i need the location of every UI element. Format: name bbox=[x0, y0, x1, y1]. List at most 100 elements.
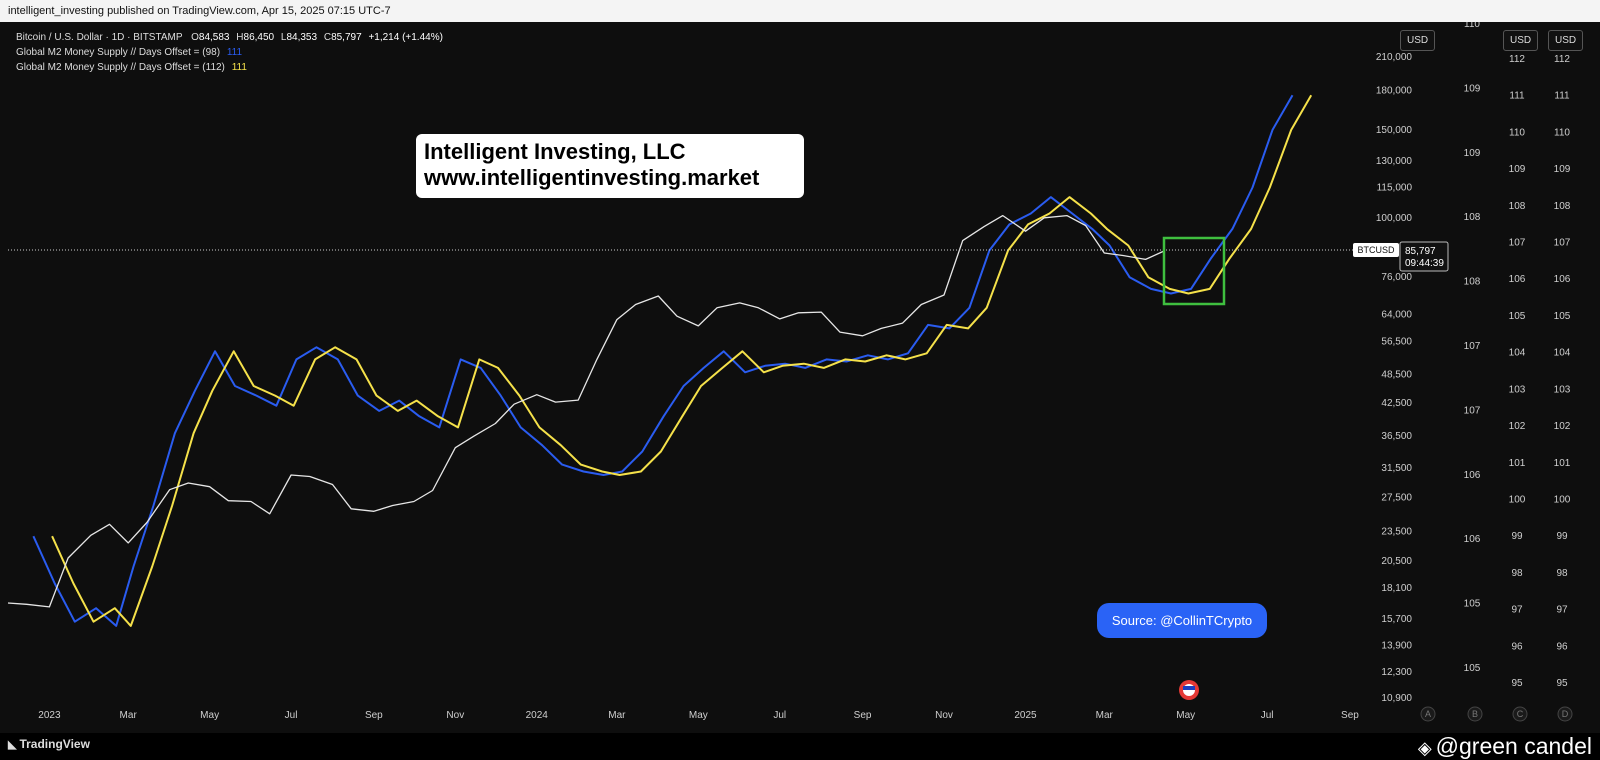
watermark: ◈ @green candel bbox=[1418, 733, 1592, 760]
m2-axis-2[interactable]: 112 111 110 109 108 107 106 105 104 103 102 101 100 9… bbox=[1509, 54, 1526, 689]
scale-letter: A bbox=[1425, 709, 1431, 719]
y-tick-label: 76,000 bbox=[1381, 272, 1412, 283]
brand-url: www.intelligentinvesting.market bbox=[424, 165, 760, 190]
m2-tick-label: 106 bbox=[1509, 274, 1526, 285]
scale-letter: C bbox=[1517, 709, 1524, 719]
usd-button-1[interactable]: USD bbox=[1400, 30, 1436, 51]
scale-letter-badge bbox=[1420, 706, 1436, 722]
x-tick-label: May bbox=[200, 710, 219, 721]
m2-tick-label: 106 bbox=[1464, 470, 1481, 481]
y-tick-label: 130,000 bbox=[1376, 156, 1413, 167]
m2-98-legend-row: Global M2 Money Supply // Days Offset = … bbox=[16, 45, 443, 60]
m2-axis-1[interactable]: 110 109 109 108 108 107 107 106 106 105 105 bbox=[1464, 19, 1481, 674]
price-tag-price: 85,797 bbox=[1405, 246, 1436, 257]
scale-letter-badge bbox=[1512, 706, 1528, 722]
m2-tick-label: 112 bbox=[1554, 54, 1570, 65]
x-tick-label: May bbox=[689, 710, 708, 721]
m2-tick-label: 99 bbox=[1556, 531, 1568, 542]
usd-button-2[interactable]: USD bbox=[1503, 30, 1539, 51]
m2-tick-label: 110 bbox=[1464, 19, 1480, 30]
m2-tick-label: 99 bbox=[1511, 531, 1523, 542]
x-tick-label: Sep bbox=[365, 710, 383, 721]
y-tick-label: 20,500 bbox=[1381, 556, 1412, 567]
m2-tick-label: 108 bbox=[1509, 201, 1526, 212]
usd-button-3[interactable]: USD bbox=[1548, 30, 1584, 51]
m2-tick-label: 109 bbox=[1464, 83, 1481, 94]
brand-name: Intelligent Investing, LLC bbox=[424, 139, 686, 164]
m2-112-value: 111 bbox=[231, 62, 247, 73]
brand-overlay: Intelligent Investing, LLC www.intellige… bbox=[416, 134, 804, 198]
y-tick-label: 36,500 bbox=[1381, 431, 1412, 442]
m2-tick-label: 109 bbox=[1554, 164, 1571, 175]
ohlc-c-value: 85,797 bbox=[331, 32, 362, 43]
y-tick-label: 18,100 bbox=[1381, 583, 1412, 594]
tradingview-logo[interactable]: ◣ TradingView bbox=[8, 737, 90, 751]
m2-tick-label: 98 bbox=[1511, 568, 1523, 579]
ohlc-c-label: C bbox=[323, 32, 332, 43]
m2-tick-label: 101 bbox=[1509, 458, 1526, 469]
m2-tick-label: 97 bbox=[1556, 605, 1568, 616]
x-tick-label: Sep bbox=[1341, 710, 1359, 721]
m2-tick-label: 104 bbox=[1509, 348, 1526, 359]
price-tag-symbol: BTCUSD bbox=[1357, 245, 1395, 255]
tradingview-logo-text: TradingView bbox=[19, 737, 90, 751]
y-tick-label: 27,500 bbox=[1381, 492, 1412, 503]
price-axis[interactable]: 210,000 180,000 150,000 130,000 115,000 100,0… bbox=[1376, 52, 1413, 704]
flag-icon[interactable] bbox=[1179, 680, 1199, 700]
series-layer bbox=[7, 94, 1313, 627]
scale-letters[interactable]: A B C D bbox=[1420, 706, 1573, 722]
y-tick-label: 115,000 bbox=[1377, 182, 1413, 193]
x-tick-label: Mar bbox=[608, 710, 626, 721]
ohlc-h-label: H bbox=[236, 32, 244, 43]
price-tag-countdown: 09:44:39 bbox=[1405, 258, 1444, 269]
m2-tick-label: 100 bbox=[1509, 494, 1526, 505]
y-tick-label: 31,500 bbox=[1381, 463, 1412, 474]
ohlc-o-value: 84,583 bbox=[198, 32, 230, 43]
m2-tick-label: 95 bbox=[1556, 678, 1568, 689]
x-tick-label: Nov bbox=[446, 710, 464, 721]
x-tick-label: Nov bbox=[935, 710, 953, 721]
x-tick-label: 2023 bbox=[38, 710, 61, 721]
m2-tick-label: 97 bbox=[1511, 605, 1523, 616]
y-tick-label: 13,900 bbox=[1381, 640, 1412, 651]
tradingview-logo-icon: ◣ bbox=[8, 739, 17, 751]
m2-tick-label: 109 bbox=[1509, 164, 1526, 175]
m2-tick-label: 112 bbox=[1509, 54, 1525, 65]
y-tick-label: 48,500 bbox=[1381, 370, 1412, 381]
m2-tick-label: 107 bbox=[1509, 238, 1526, 249]
x-tick-label: 2024 bbox=[526, 710, 549, 721]
m2-tick-label: 106 bbox=[1554, 274, 1571, 285]
m2-tick-label: 95 bbox=[1511, 678, 1523, 689]
time-axis[interactable]: 2023 Mar May Jul Sep Nov 2024 Mar May Jul Sep Nov 20… bbox=[38, 710, 1359, 721]
m2-tick-label: 110 bbox=[1554, 127, 1570, 138]
symbol-legend-row: Bitcoin / U.S. Dollar · 1D · BITSTAMP O8… bbox=[16, 30, 443, 45]
m2-tick-label: 108 bbox=[1554, 201, 1571, 212]
source-badge: Source: @CollinTCrypto bbox=[1097, 603, 1267, 638]
x-tick-label: Jul bbox=[285, 710, 298, 721]
y-tick-label: 42,500 bbox=[1381, 398, 1412, 409]
m2-tick-label: 104 bbox=[1554, 348, 1571, 359]
x-tick-label: Mar bbox=[120, 710, 138, 721]
m2-tick-label: 96 bbox=[1556, 641, 1568, 652]
chart-legend: Bitcoin / U.S. Dollar · 1D · BITSTAMP O8… bbox=[16, 30, 443, 75]
x-tick-label: May bbox=[1176, 710, 1195, 721]
m2-112-name: Global M2 Money Supply // Days Offset = … bbox=[16, 62, 225, 73]
m2-tick-label: 96 bbox=[1511, 641, 1523, 652]
m2-tick-label: 111 bbox=[1509, 91, 1525, 102]
watermark-icon: ◈ bbox=[1417, 738, 1432, 758]
m2-112-legend-row: Global M2 Money Supply // Days Offset = … bbox=[16, 60, 443, 75]
m2-tick-label: 107 bbox=[1554, 238, 1571, 249]
y-tick-label: 64,000 bbox=[1381, 309, 1412, 320]
m2-tick-label: 105 bbox=[1509, 311, 1526, 322]
x-tick-label: Jul bbox=[1261, 710, 1274, 721]
watermark-text: @green candel bbox=[1435, 733, 1592, 759]
m2-axis-3[interactable]: 112 111 110 109 108 107 106 105 104 103 102 101 100 9… bbox=[1554, 54, 1571, 689]
m2-tick-label: 106 bbox=[1464, 534, 1481, 545]
series-line-2 bbox=[51, 94, 1313, 627]
y-tick-label: 56,500 bbox=[1381, 336, 1412, 347]
publish-header: intelligent_investing published on Tradi… bbox=[0, 0, 1600, 22]
price-tag: BTCUSD 85,797 09:44:39 bbox=[1353, 241, 1449, 272]
